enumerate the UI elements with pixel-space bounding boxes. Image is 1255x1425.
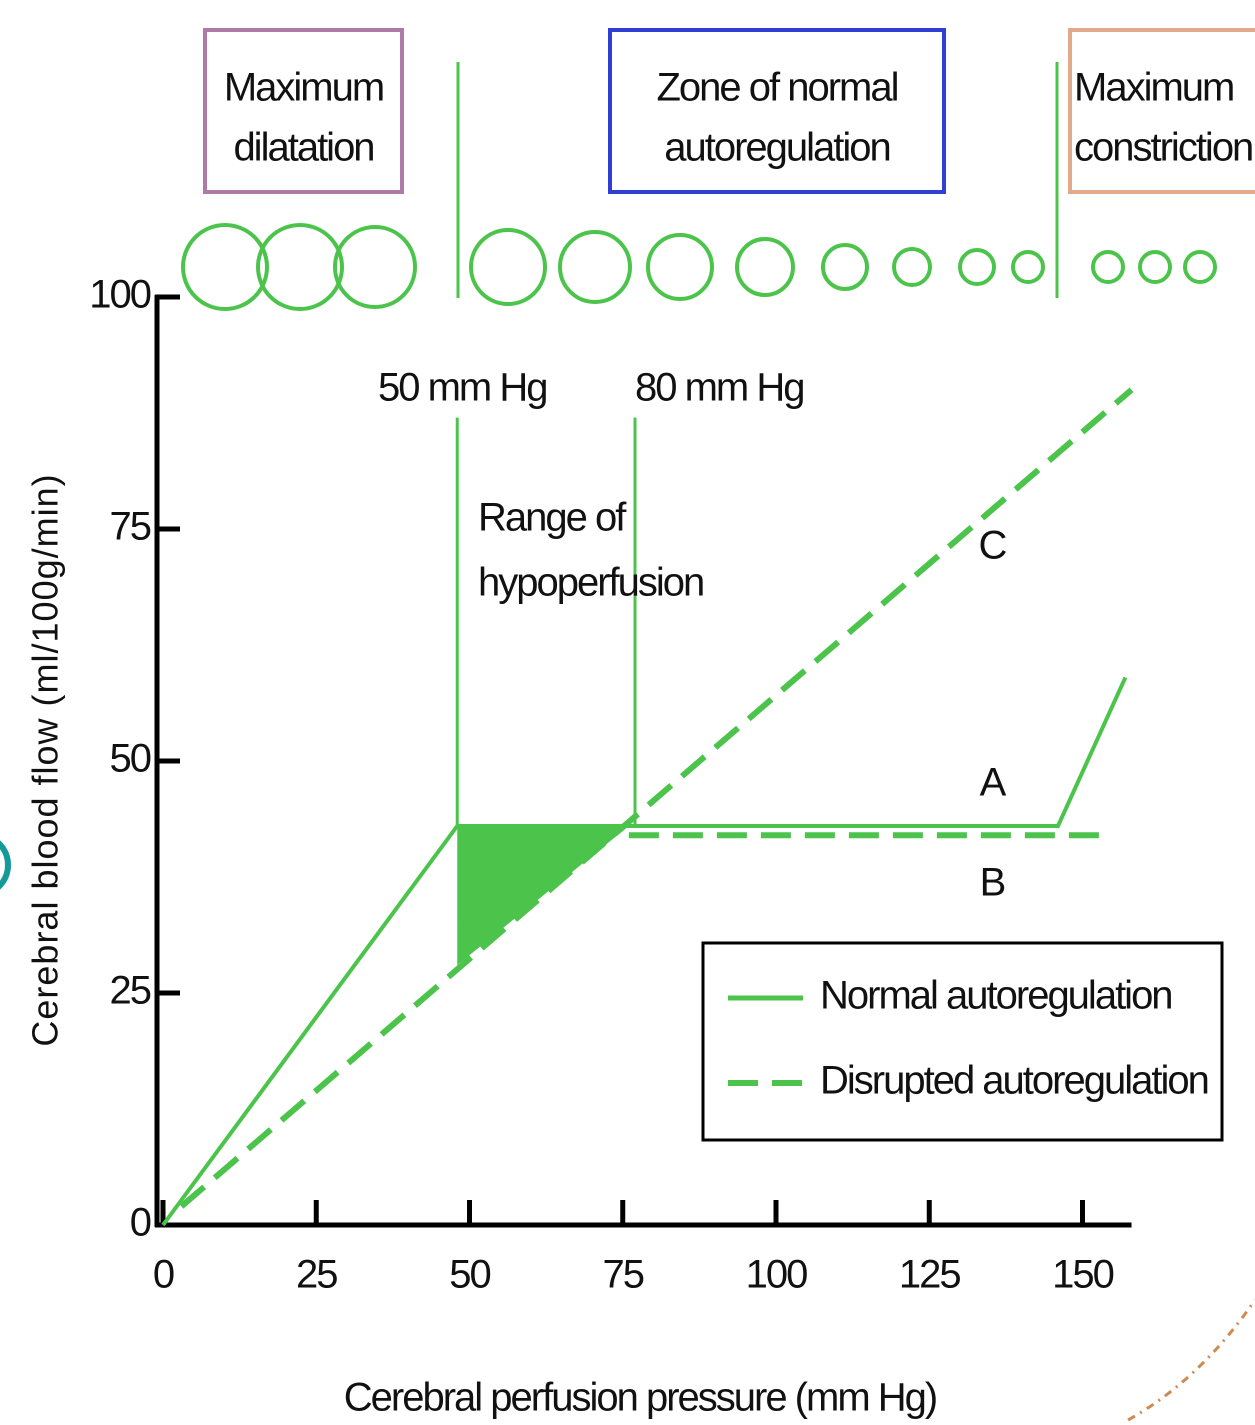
y-tick-label: 0 (130, 1201, 151, 1245)
legend-box (701, 941, 1224, 1142)
vessel (1091, 250, 1125, 284)
reference-label: 80 mm Hg (635, 366, 804, 410)
vessel (333, 225, 417, 309)
vessel (646, 233, 714, 301)
decoration (1127, 1299, 1255, 1422)
curve-label: C (979, 524, 1007, 568)
y-tick-label: 50 (110, 737, 151, 781)
decoration (0, 840, 11, 890)
vessel (1183, 250, 1217, 284)
vessel (1011, 250, 1045, 284)
curve-label: A (980, 761, 1007, 805)
zone-box (203, 28, 404, 194)
vessel (469, 228, 547, 306)
legend-label: Normal autoregulation (820, 974, 1172, 1018)
zone-label: dilatation (233, 126, 373, 170)
vessel (892, 247, 932, 287)
annotation: Range of (478, 496, 627, 540)
y-tick-label: 25 (110, 969, 151, 1013)
x-tick-label: 25 (296, 1253, 337, 1297)
y-axis-label: Cerebral blood flow (ml/100g/min) (25, 473, 66, 1046)
y-tick-label: 100 (89, 273, 150, 317)
x-tick-label: 100 (746, 1253, 807, 1297)
x-tick-label: 50 (449, 1253, 490, 1297)
zone-label: Maximum (1074, 66, 1233, 110)
annotation: hypoperfusion (478, 561, 703, 605)
x-tick-label: 125 (899, 1253, 960, 1297)
series-line (179, 387, 1134, 1209)
vessel (958, 248, 996, 286)
zone-box (1068, 28, 1255, 194)
vessel (181, 223, 269, 311)
zone-label: Maximum (224, 66, 383, 110)
vessel (256, 223, 344, 311)
curve-label: B (980, 861, 1005, 905)
vessel (558, 230, 632, 304)
vessel (1138, 250, 1172, 284)
y-tick-label: 75 (110, 505, 151, 549)
zone-label: Zone of normal (656, 66, 897, 110)
legend-label: Disrupted autoregulation (820, 1059, 1208, 1103)
vessel (735, 237, 795, 297)
zone-label: autoregulation (664, 126, 890, 170)
x-tick-label: 75 (603, 1253, 644, 1297)
x-tick-label: 0 (153, 1253, 174, 1297)
series-line (161, 676, 1128, 1227)
reference-label: 50 mm Hg (378, 366, 547, 410)
x-axis-label: Cerebral perfusion pressure (mm Hg) (344, 1376, 936, 1420)
vessel (821, 243, 869, 291)
zone-label: constriction (1074, 126, 1252, 170)
vessels (181, 223, 1217, 311)
x-tick-label: 150 (1052, 1253, 1113, 1297)
zone-box (608, 28, 946, 194)
